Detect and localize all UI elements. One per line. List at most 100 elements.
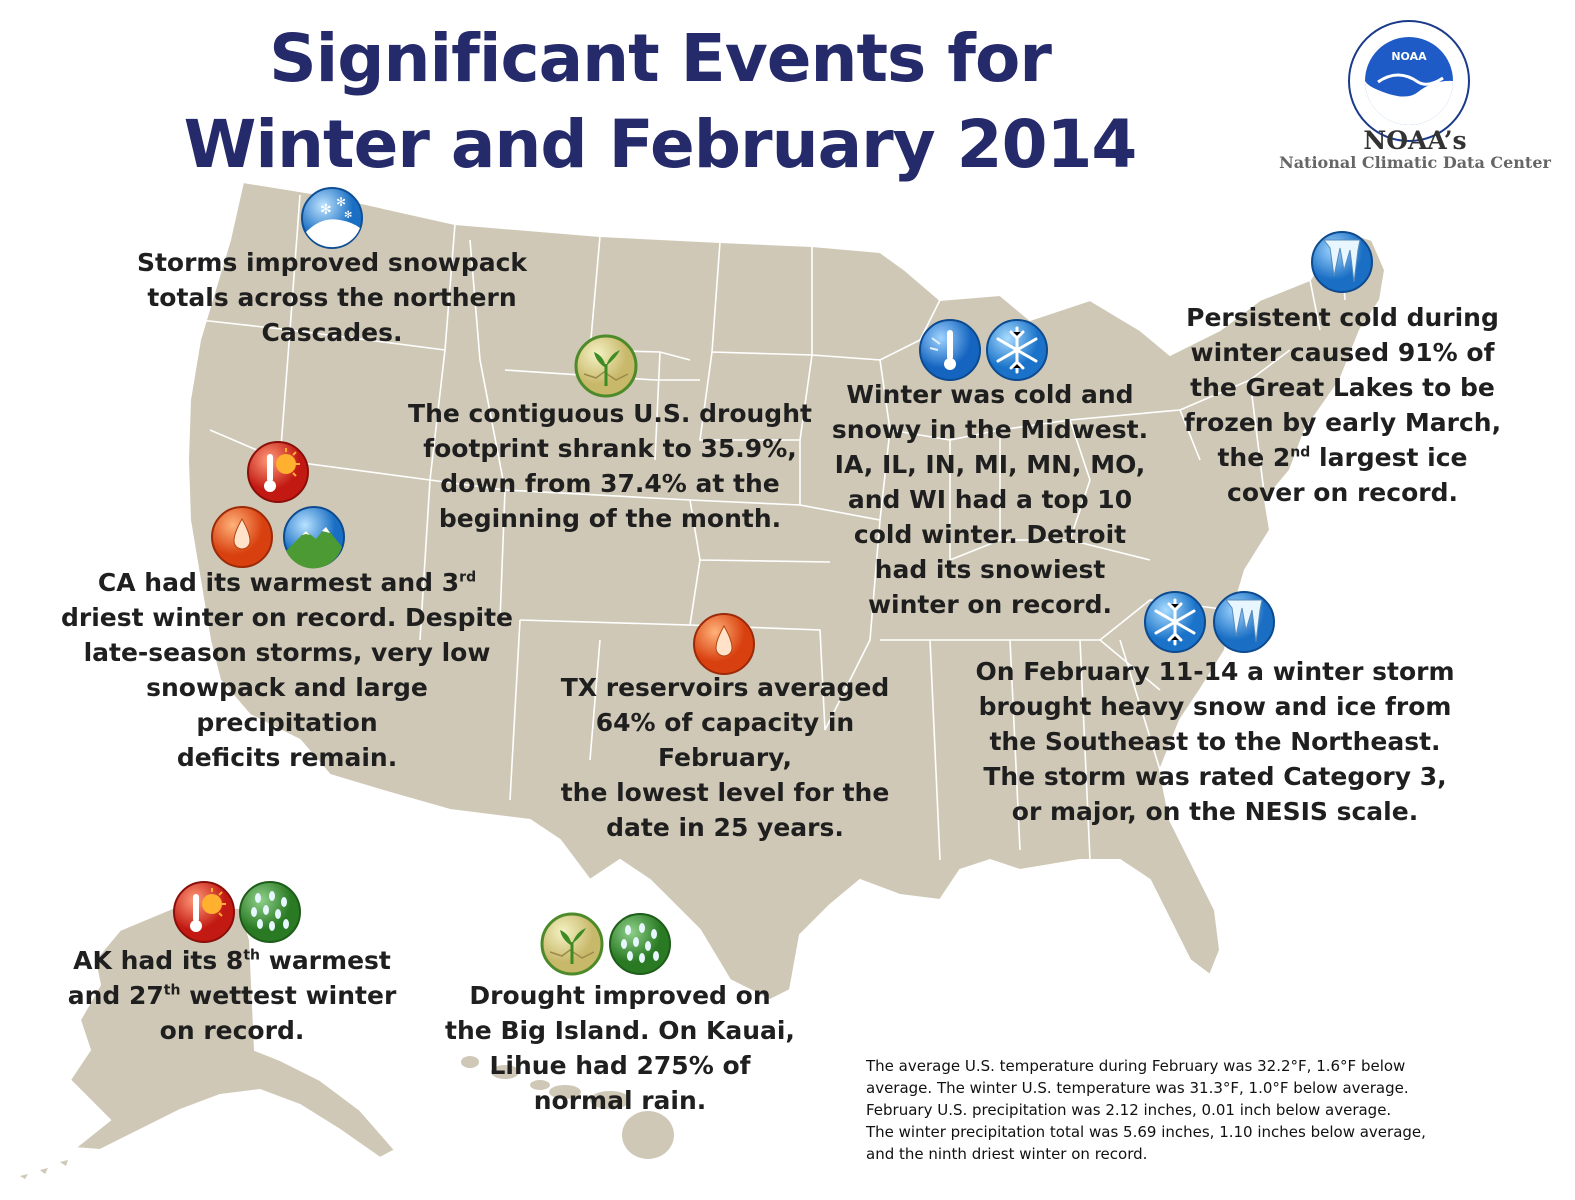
event-text: AK had its 8 [73, 946, 244, 975]
svg-text:NOAA: NOAA [1391, 50, 1427, 63]
cold-thermometer-icon-glyph [919, 319, 981, 381]
winter-storm-snowflake-icon [1143, 590, 1207, 654]
winter-storm-icicle-icon-glyph [1213, 591, 1275, 653]
event-line: the 2nd largest ice [1170, 440, 1515, 475]
snowflake-icon [985, 318, 1049, 382]
event-line: The contiguous U.S. drought [408, 399, 812, 428]
event-line: Persistent cold during [1186, 303, 1499, 332]
event-california-warm-dry: CA had its warmest and 3rd driest winter… [52, 565, 522, 775]
summary-line: and the ninth driest winter on record. [866, 1145, 1148, 1163]
warm-thermometer-icon-glyph [247, 441, 309, 503]
event-text: the 2 [1217, 443, 1291, 472]
summary-line: average. The winter U.S. temperature was… [866, 1079, 1409, 1097]
event-line: Lihue had 275% of [489, 1051, 751, 1080]
event-winter-storm: On February 11-14 a winter storm brought… [975, 654, 1455, 829]
event-line: footprint shrank to 35.9%, [423, 434, 797, 463]
event-line: IA, IL, IN, MI, MN, MO, [834, 450, 1146, 479]
dry-icon [210, 505, 274, 569]
alaska-warm-icon-glyph [173, 881, 235, 943]
event-line: Cascades. [261, 318, 403, 347]
event-line: beginning of the month. [438, 504, 782, 533]
event-line: Drought improved on [469, 981, 771, 1010]
drought-icon-glyph [574, 334, 638, 398]
event-line: cover on record. [1227, 478, 1458, 507]
event-line: deficits remain. [176, 743, 398, 772]
event-line: down from 37.4% at the [440, 469, 780, 498]
page-title-line-1: Significant Events for [269, 20, 1052, 97]
event-line: Storms improved snowpack [136, 248, 528, 277]
page-title-line-2: Winter and February 2014 [183, 106, 1138, 183]
event-line: or major, on the NESIS scale. [1011, 797, 1419, 826]
event-line: on record. [159, 1016, 305, 1045]
reservoir-dry-icon [692, 612, 756, 676]
event-line: 64% of capacity in February, [595, 708, 855, 772]
event-line: the Great Lakes to be [1190, 373, 1495, 402]
event-line: winter on record. [867, 590, 1113, 619]
event-text: wettest winter [180, 981, 397, 1010]
summary-line: February U.S. precipitation was 2.12 inc… [866, 1101, 1392, 1119]
mountain-snowpack-icon [282, 505, 346, 569]
event-line: frozen by early March, [1183, 408, 1502, 437]
event-line: snowpack and large precipitation [146, 673, 428, 737]
event-line: cold winter. Detroit [853, 520, 1127, 549]
event-line: AK had its 8th warmest [62, 943, 402, 978]
national-summary: The average U.S. temperature during Febr… [866, 1055, 1556, 1165]
drought-icon [574, 334, 638, 398]
event-text: CA had its warmest and 3 [97, 568, 460, 597]
event-line: totals across the northern [147, 283, 517, 312]
event-line: CA had its warmest and 3rd [52, 565, 522, 600]
event-line: driest winter on record. Despite [60, 603, 514, 632]
contiguous-us-landmass [186, 180, 1387, 1002]
event-line: the lowest level for the [560, 778, 890, 807]
winter-storm-icicle-icon [1212, 590, 1276, 654]
noaa-logo: NOAA [1348, 20, 1470, 142]
event-text: largest ice [1310, 443, 1468, 472]
event-hawaii-rain: Drought improved on the Big Island. On K… [440, 978, 800, 1118]
event-texas-reservoirs: TX reservoirs averaged 64% of capacity i… [535, 670, 915, 845]
alaska-wet-icon [238, 880, 302, 944]
ordinal-suffix: rd [459, 569, 477, 586]
svg-text:✻: ✻ [320, 202, 332, 218]
event-line: the Big Island. On Kauai, [445, 1016, 795, 1045]
snowflake-icon-glyph [986, 319, 1048, 381]
event-line: brought heavy snow and ice from [978, 692, 1452, 721]
warm-thermometer-icon [246, 440, 310, 504]
event-cascades-snowpack: Storms improved snowpack totals across t… [122, 245, 542, 350]
event-midwest-cold: Winter was cold and snowy in the Midwest… [820, 377, 1160, 622]
reservoir-dry-icon-glyph [693, 613, 755, 675]
event-line: The storm was rated Category 3, [983, 762, 1447, 791]
snowpack-icon-glyph: ✻ ✻✻ [301, 187, 363, 249]
event-line: TX reservoirs averaged [560, 673, 890, 702]
event-line: the Southeast to the Northeast. [989, 727, 1441, 756]
event-alaska-warm-wet: AK had its 8th warmest and 27th wettest … [62, 943, 402, 1048]
event-line: and 27th wettest winter [62, 978, 402, 1013]
logo-subtitle: National Climatic Data Center [1279, 153, 1551, 172]
alaska-wet-icon-glyph [239, 881, 301, 943]
event-line: Winter was cold and [846, 380, 1134, 409]
event-line: date in 25 years. [606, 813, 844, 842]
hawaii-wet-icon [608, 912, 672, 976]
event-line: snowy in the Midwest. [831, 415, 1149, 444]
hawaii-drought-icon [540, 912, 604, 976]
icicle-icon-glyph [1311, 231, 1373, 293]
event-line: had its snowiest [874, 555, 1106, 584]
event-line: late-season storms, very low [83, 638, 491, 667]
logo-name: NOAA’s [1363, 126, 1467, 155]
cold-thermometer-icon [918, 318, 982, 382]
event-text: warmest [260, 946, 391, 975]
event-great-lakes-ice: Persistent cold during winter caused 91%… [1170, 300, 1515, 510]
event-line: and WI had a top 10 [847, 485, 1133, 514]
alaska-landmass [20, 903, 397, 1179]
ordinal-suffix: th [243, 947, 261, 964]
icicle-icon [1310, 230, 1374, 294]
dry-icon-glyph [211, 506, 273, 568]
hawaii-drought-icon-glyph [540, 912, 604, 976]
event-line: On February 11-14 a winter storm [975, 657, 1455, 686]
ordinal-suffix: nd [1290, 444, 1311, 461]
winter-storm-snowflake-icon-glyph [1144, 591, 1206, 653]
svg-text:✻: ✻ [344, 210, 352, 221]
svg-text:✻: ✻ [336, 195, 346, 209]
hawaii-landmass [461, 1056, 674, 1159]
ordinal-suffix: th [163, 982, 181, 999]
